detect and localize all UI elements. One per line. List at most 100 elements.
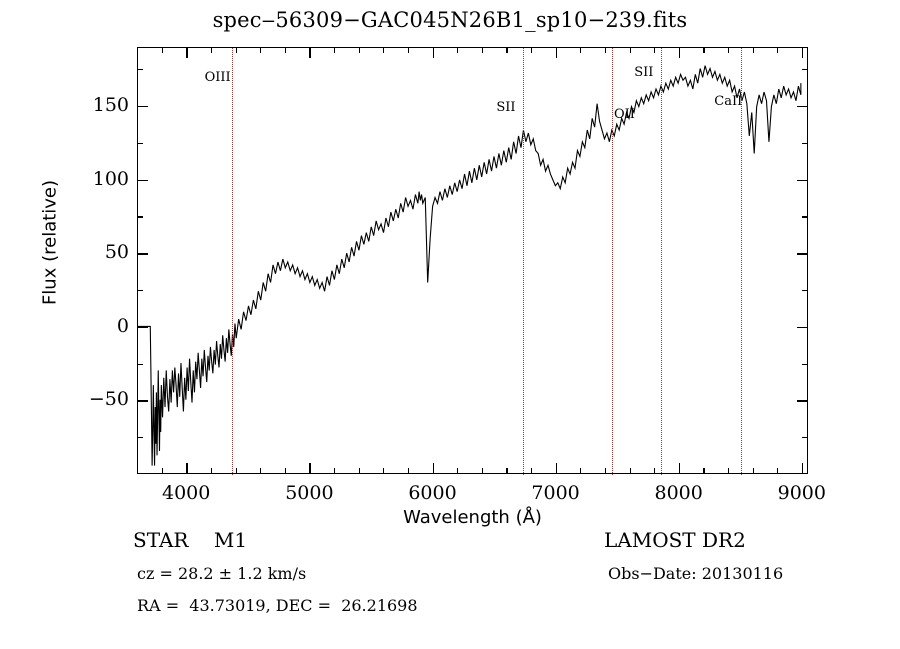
x-minor-tick-top xyxy=(260,47,262,53)
y-tick-label: 100 xyxy=(92,167,129,190)
plot-frame xyxy=(137,47,808,475)
y-minor-tick xyxy=(137,69,143,71)
x-minor-tick xyxy=(506,468,508,474)
y-tick-label: 150 xyxy=(92,93,129,116)
x-minor-tick xyxy=(284,468,286,474)
x-minor-tick-top xyxy=(235,47,237,53)
x-major-tick xyxy=(432,463,434,474)
x-tick-label: 7000 xyxy=(531,482,580,504)
x-minor-tick-top xyxy=(654,47,656,53)
x-tick-label: 6000 xyxy=(408,482,457,504)
line-marker-oiii-0 xyxy=(231,48,233,475)
x-minor-tick xyxy=(260,468,262,474)
x-axis-title: Wavelength (Å) xyxy=(403,507,542,528)
y-minor-tick xyxy=(137,289,143,292)
x-major-tick xyxy=(678,463,681,474)
x-tick-label: 5000 xyxy=(285,482,334,504)
x-major-tick-top xyxy=(678,47,681,58)
line-marker-sii-3 xyxy=(661,48,663,475)
x-minor-tick-top xyxy=(629,47,631,53)
radial-velocity-label: cz = 28.2 ± 1.2 km/s xyxy=(137,564,307,583)
x-major-tick xyxy=(309,463,311,474)
x-minor-tick xyxy=(703,468,705,474)
y-major-tick xyxy=(137,105,148,108)
x-major-tick-top xyxy=(309,47,311,58)
x-minor-tick-top xyxy=(383,47,385,53)
x-minor-tick-top xyxy=(334,47,336,53)
x-major-tick xyxy=(186,463,188,474)
x-minor-tick xyxy=(481,468,483,474)
y-major-tick xyxy=(137,179,148,181)
x-minor-tick xyxy=(629,468,631,474)
x-major-tick-top xyxy=(555,47,558,58)
x-minor-tick xyxy=(407,468,410,474)
coordinates-label: RA = 43.73019, DEC = 26.21698 xyxy=(137,596,418,615)
line-marker-caii-4 xyxy=(741,48,743,475)
x-minor-tick-top xyxy=(407,47,410,53)
y-tick-label: −50 xyxy=(88,388,129,411)
x-major-tick-top xyxy=(186,47,188,58)
line-marker-oii-2 xyxy=(612,48,613,475)
x-minor-tick-top xyxy=(703,47,705,53)
x-minor-tick-top xyxy=(580,47,582,53)
y-tick-label: 0 xyxy=(116,314,129,337)
x-minor-tick xyxy=(235,468,237,474)
y-major-tick-right xyxy=(797,105,808,108)
x-minor-tick xyxy=(777,468,779,474)
y-major-tick-right xyxy=(797,326,808,329)
x-minor-tick-top xyxy=(506,47,508,53)
y-minor-tick-right xyxy=(802,437,808,439)
line-label-oii-2: OII xyxy=(614,107,635,123)
y-minor-tick-right xyxy=(802,363,808,365)
line-label-sii-1: SII xyxy=(496,99,516,115)
survey-label: LAMOST DR2 xyxy=(604,528,746,552)
x-minor-tick-top xyxy=(457,47,459,53)
x-minor-tick-top xyxy=(358,47,360,53)
x-minor-tick-top xyxy=(604,47,607,53)
line-label-caii-4: CaII xyxy=(714,94,743,109)
y-minor-tick-right xyxy=(802,142,808,144)
observation-date-label: Obs−Date: 20130116 xyxy=(608,564,784,583)
x-minor-tick xyxy=(604,468,607,474)
x-minor-tick xyxy=(654,468,656,474)
line-label-oiii-0: OIII xyxy=(204,70,231,86)
x-tick-label: 9000 xyxy=(777,482,826,504)
x-minor-tick xyxy=(334,468,336,474)
x-tick-label: 8000 xyxy=(654,482,703,504)
line-label-sii-3: SII xyxy=(634,64,654,80)
y-minor-tick xyxy=(137,363,143,365)
x-minor-tick xyxy=(728,468,730,474)
x-minor-tick xyxy=(457,468,459,474)
y-tick-label: 50 xyxy=(104,241,129,264)
plot-clip xyxy=(138,48,807,473)
x-major-tick xyxy=(555,463,558,474)
x-minor-tick-top xyxy=(777,47,779,53)
y-axis-title: Flux (relative) xyxy=(39,179,61,306)
x-minor-tick xyxy=(161,468,163,474)
spectrum-trace xyxy=(138,48,807,473)
x-minor-tick xyxy=(580,468,582,474)
y-major-tick-right xyxy=(797,179,808,181)
y-major-tick xyxy=(137,326,148,329)
x-tick-label: 4000 xyxy=(162,482,211,504)
x-minor-tick xyxy=(210,468,213,474)
x-minor-tick-top xyxy=(137,47,139,53)
y-major-tick xyxy=(137,253,148,255)
x-minor-tick-top xyxy=(481,47,483,53)
figure-title: spec‒56309−GAC045N26B1_sp10−239.fits xyxy=(212,8,688,32)
y-minor-tick xyxy=(137,216,143,218)
object-type-label: STAR M1 xyxy=(133,528,248,552)
x-major-tick-top xyxy=(801,47,804,58)
x-minor-tick-top xyxy=(284,47,286,53)
x-major-tick-top xyxy=(432,47,434,58)
x-minor-tick xyxy=(752,468,754,474)
y-minor-tick-right xyxy=(802,216,808,218)
x-minor-tick xyxy=(531,468,533,474)
y-minor-tick xyxy=(137,142,143,144)
x-minor-tick xyxy=(383,468,385,474)
x-major-tick xyxy=(801,463,804,474)
x-minor-tick-top xyxy=(210,47,213,53)
x-minor-tick xyxy=(358,468,360,474)
x-minor-tick-top xyxy=(161,47,163,53)
